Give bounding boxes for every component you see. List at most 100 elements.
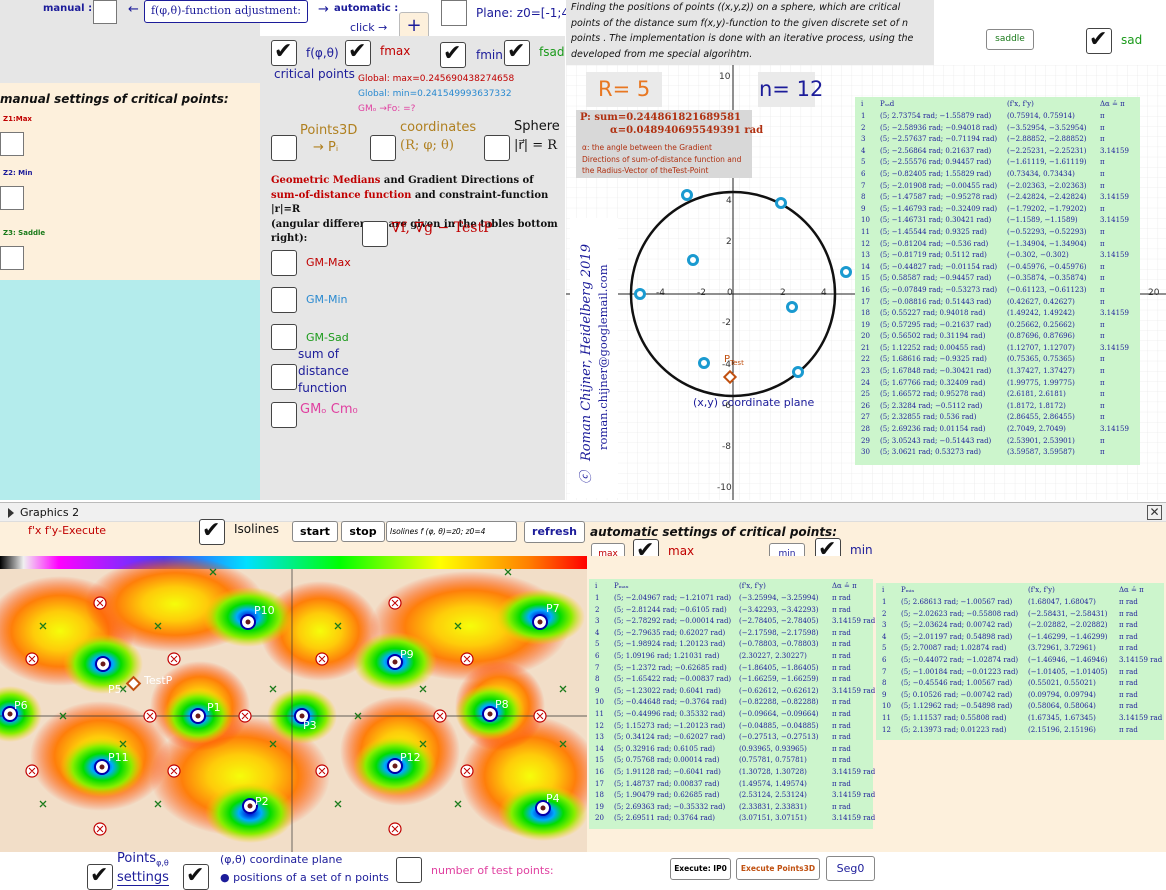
coordinates-checkbox[interactable]	[370, 135, 396, 161]
refresh-button[interactable]: refresh	[524, 521, 585, 543]
f-adjust-button[interactable]: f(φ,θ)-function adjustment:	[144, 0, 308, 23]
stop-button[interactable]: stop	[341, 521, 385, 542]
table-cell: (−2.17598, −2.17598)	[739, 628, 819, 637]
table-cell: (5; −1.2372 rad; −0.62685 rad)	[614, 663, 727, 672]
table-row: 25 (5; 1.66572 rad; 0.95278 rad) (2.6181, …	[855, 389, 1140, 401]
table-cell: 3.14159 rad	[832, 686, 876, 695]
table-row: 8 (5; −1.47587 rad; −0.95278 rad) (−2.4282…	[855, 192, 1140, 204]
table-cell: 3	[595, 617, 600, 626]
table-cell: 5	[595, 640, 600, 649]
points-settings-checkbox[interactable]	[87, 862, 113, 890]
sad-label: sad	[1121, 33, 1143, 47]
gm-min-checkbox[interactable]	[271, 287, 297, 313]
table-cell: π rad	[832, 651, 851, 660]
z2-checkbox[interactable]	[0, 186, 24, 210]
table-row: 6 (5; −0.82405 rad; 1.55829 rad) (0.73434,…	[855, 169, 1140, 181]
gm-sad-checkbox[interactable]	[271, 324, 297, 350]
bottom-status-bar	[0, 852, 1166, 886]
table-cell: π	[1100, 378, 1105, 387]
table-cell: 3.14159	[1100, 216, 1129, 225]
gmo-label: GMₒ →Fo: =?	[358, 104, 416, 114]
points3d-checkbox[interactable]	[271, 135, 297, 161]
sum-dist-checkbox[interactable]	[271, 364, 297, 390]
execute-ip0-button[interactable]: Execute: IP0	[670, 858, 731, 880]
fsad-label: fsad	[539, 45, 565, 59]
table-cell: (2.15196, 2.15196)	[1028, 725, 1096, 734]
table-cell: 10	[861, 216, 870, 225]
manual-checkbox[interactable]	[93, 0, 117, 24]
psum-box	[576, 110, 752, 141]
contour-canvas[interactable]	[0, 556, 587, 852]
table-cell: 10	[882, 702, 891, 711]
table-cell: 26	[861, 401, 870, 410]
z3-checkbox[interactable]	[0, 246, 24, 270]
table-row: 13 (5; 0.34124 rad; −0.62027 rad) (−0.2751…	[589, 732, 873, 744]
table-cell: (−1.46299, −1.46299)	[1028, 632, 1108, 641]
sad-checkbox[interactable]	[1086, 26, 1112, 54]
alpha-desc: α: the angle between the Gradient Direct…	[582, 143, 742, 175]
table-row: 6 (5; 1.09196 rad; 1.21031 rad) (2.30227, …	[589, 651, 873, 663]
table-cell: 27	[861, 413, 870, 422]
table-cell: 3.14159 rad	[1119, 655, 1163, 664]
table-cell: 1	[861, 112, 866, 120]
table-cell: (0.42627, 0.42627)	[1007, 297, 1075, 306]
table-row: 7 (5; −1.00184 rad; −0.01223 rad) (−1.0140…	[876, 667, 1164, 679]
table-row: 16 (5; −0.07849 rad; −0.53273 rad) (−0.611…	[855, 285, 1140, 297]
table-row: 8 (5; −1.65422 rad; −0.00837 rad) (−1.6625…	[589, 674, 873, 686]
plus-button[interactable]: +	[399, 12, 429, 40]
table-cell: (5; −0.07849 rad; −0.53273 rad)	[880, 285, 998, 294]
table-row: 1 (5; 2.73754 rad; −1.55879 rad) (0.75914,…	[855, 111, 1140, 123]
isolines-checkbox[interactable]	[199, 517, 225, 545]
close-icon[interactable]: ✕	[1147, 505, 1162, 520]
saddle-button[interactable]: saddle	[986, 29, 1034, 50]
seg0-button[interactable]: Seg0	[826, 856, 875, 881]
num-test-checkbox[interactable]	[396, 857, 422, 883]
plane-checkbox[interactable]	[441, 0, 467, 26]
z1-checkbox[interactable]	[0, 132, 24, 156]
table-cell: (5; 1.67848 rad; −0.30421 rad)	[880, 367, 992, 376]
table-cell: (5; 0.32916 rad; 0.6105 rad)	[614, 744, 715, 753]
table-row: 2 (5; −2.58936 rad; −0.94018 rad) (−3.5295…	[855, 123, 1140, 135]
plane-coords-checkbox[interactable]	[183, 862, 209, 890]
table-cell: π	[1100, 390, 1105, 399]
table-row: 10 (5; −0.44648 rad; −0.3764 rad) (−0.8228…	[589, 697, 873, 709]
table-cell: (5; 2.73754 rad; −1.55879 rad)	[880, 112, 992, 120]
click-label: click →	[350, 21, 388, 34]
fphi-checkbox[interactable]	[271, 38, 297, 66]
table-cell: (−0.27513, −0.27513)	[739, 733, 819, 742]
table-cell: π	[1100, 169, 1105, 178]
table-cell: (5; 1.11537 rad; 0.55808 rad)	[901, 713, 1007, 722]
table-cell: 4	[595, 628, 600, 637]
table-cell: (1.30728, 1.30728)	[739, 767, 807, 776]
sphere-checkbox[interactable]	[484, 135, 510, 161]
table-cell: (−1.34904, −1.34904)	[1007, 239, 1087, 248]
automatic-label: automatic :	[334, 3, 399, 14]
isolines-label: Isolines	[234, 522, 280, 536]
table-cell: 15	[861, 274, 870, 283]
table-cell: (5; −1.65422 rad; −0.00837 rad)	[614, 675, 732, 684]
x-tick-4: 4	[821, 288, 827, 298]
gmo-cm-checkbox[interactable]	[271, 402, 297, 428]
graphics2-titlebar[interactable]: Graphics 2 ✕	[0, 502, 1166, 522]
plane-label: Plane: z0=[-1;4]	[476, 6, 574, 20]
start-button[interactable]: start	[292, 521, 338, 542]
grad-test-checkbox[interactable]	[362, 221, 388, 247]
x-tick-neg2: -2	[697, 288, 706, 298]
table-cell: 29	[861, 436, 870, 445]
gm-max-checkbox[interactable]	[271, 250, 297, 276]
table-row: 17 (5; 1.48737 rad; 0.00837 rad) (1.49574,…	[589, 779, 873, 791]
collapse-arrow-icon[interactable]	[8, 508, 14, 518]
table-cell: π rad	[832, 663, 851, 672]
fmin-checkbox[interactable]	[440, 40, 466, 68]
table-cell: 30	[861, 448, 870, 457]
isolines-field[interactable]: Isolines f (φ, θ)=z0; z0=4	[386, 521, 517, 542]
table-cell: (−0.52293, −0.52293)	[1007, 227, 1087, 236]
execute-points3d-button[interactable]: Execute Points3D	[736, 858, 820, 880]
label-p11: P11	[108, 751, 129, 764]
fsad-checkbox[interactable]	[504, 38, 530, 66]
fmax-checkbox[interactable]	[345, 38, 371, 66]
table-row: 17 (5; −0.08816 rad; 0.51443 rad) (0.42627…	[855, 297, 1140, 309]
point-4	[840, 266, 852, 278]
table-cell: 5	[882, 644, 887, 653]
fxfy-label: f'x f'y-Execute	[28, 524, 107, 537]
